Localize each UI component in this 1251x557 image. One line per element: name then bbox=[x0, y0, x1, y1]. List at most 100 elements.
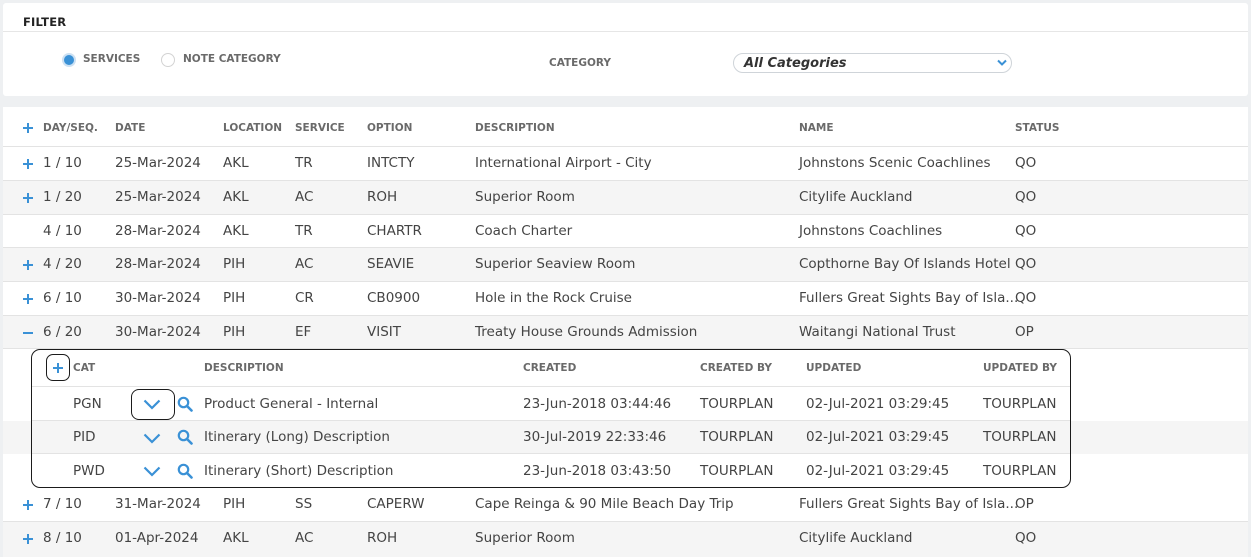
add-note-plus-icon[interactable] bbox=[53, 363, 63, 373]
note-row[interactable]: PID Itinerary (Long) Description 30-Jul-… bbox=[3, 421, 1248, 454]
row-divider bbox=[3, 214, 1248, 215]
search-icon[interactable] bbox=[177, 429, 193, 445]
header-status[interactable]: STATUS bbox=[1015, 122, 1060, 134]
notes-header-created-by[interactable]: CREATED BY bbox=[700, 362, 773, 374]
expand-row-plus-icon[interactable] bbox=[23, 193, 33, 203]
row-divider bbox=[31, 453, 1071, 454]
services-radio[interactable] bbox=[62, 53, 76, 67]
cell-service: AC bbox=[295, 530, 314, 546]
chevron-down-icon bbox=[997, 59, 1007, 66]
note-cell-cat: PID bbox=[73, 429, 96, 445]
header-service[interactable]: SERVICE bbox=[295, 122, 345, 134]
collapse-row-minus-icon[interactable] bbox=[23, 328, 33, 338]
notes-header-created[interactable]: CREATED bbox=[523, 362, 577, 374]
cell-option: ROH bbox=[367, 189, 398, 205]
note-cell-updated: 02-Jul-2021 03:29:45 bbox=[806, 429, 950, 445]
header-date[interactable]: DATE bbox=[115, 122, 146, 134]
note-cell-created-by: TOURPLAN bbox=[700, 463, 774, 479]
note-cell-description: Itinerary (Short) Description bbox=[204, 463, 394, 479]
note-cell-created: 30-Jul-2019 22:33:46 bbox=[523, 429, 667, 445]
cell-dayseq: 4 / 20 bbox=[43, 256, 82, 272]
table-row[interactable]: 4 / 10 28-Mar-2024 AKL TR CHARTR Coach C… bbox=[3, 215, 1248, 248]
note-category-radio-label[interactable]: NOTE CATEGORY bbox=[183, 53, 281, 65]
chevron-down-icon[interactable] bbox=[143, 466, 161, 477]
notes-header-cat[interactable]: CAT bbox=[73, 362, 96, 374]
add-note-highlight bbox=[46, 354, 70, 381]
cell-date: 01-Apr-2024 bbox=[115, 530, 199, 546]
table-row[interactable]: 1 / 20 25-Mar-2024 AKL AC ROH Superior R… bbox=[3, 181, 1248, 215]
row-divider bbox=[3, 521, 1248, 522]
cell-service: CR bbox=[295, 290, 314, 306]
note-cell-updated: 02-Jul-2021 03:29:45 bbox=[806, 463, 950, 479]
expand-row-plus-icon[interactable] bbox=[23, 294, 33, 304]
cell-name: Johnstons Coachlines bbox=[799, 223, 943, 239]
header-dayseq[interactable]: DAY/SEQ. bbox=[43, 122, 98, 134]
category-select[interactable]: All Categories bbox=[733, 53, 1012, 73]
expand-note-highlight bbox=[131, 389, 175, 420]
notes-header-row: CAT DESCRIPTION CREATED CREATED BY UPDAT… bbox=[3, 349, 1248, 387]
cell-description: Hole in the Rock Cruise bbox=[475, 290, 632, 306]
note-cell-cat: PWD bbox=[73, 463, 105, 479]
cell-service: EF bbox=[295, 324, 312, 340]
header-divider bbox=[3, 146, 1248, 147]
header-name[interactable]: NAME bbox=[799, 122, 834, 134]
cell-description: Treaty House Grounds Admission bbox=[475, 324, 698, 340]
cell-date: 28-Mar-2024 bbox=[115, 223, 201, 239]
table-row[interactable]: 8 / 10 01-Apr-2024 AKL AC ROH Superior R… bbox=[3, 522, 1248, 557]
notes-header-updated[interactable]: UPDATED bbox=[806, 362, 862, 374]
table-row[interactable]: 7 / 10 31-Mar-2024 PIH SS CAPERW Cape Re… bbox=[3, 488, 1248, 522]
cell-status: OP bbox=[1015, 496, 1034, 512]
expand-row-plus-icon[interactable] bbox=[23, 500, 33, 510]
note-cell-created-by: TOURPLAN bbox=[700, 396, 774, 412]
expand-row-plus-icon[interactable] bbox=[23, 159, 33, 169]
note-cell-updated-by: TOURPLAN bbox=[983, 463, 1057, 479]
cell-description: Coach Charter bbox=[475, 223, 573, 239]
row-divider bbox=[3, 281, 1248, 282]
expand-row-plus-icon[interactable] bbox=[23, 260, 33, 270]
filter-divider bbox=[3, 31, 1248, 32]
cell-date: 30-Mar-2024 bbox=[115, 290, 201, 306]
table-row-expanded[interactable]: 6 / 20 30-Mar-2024 PIH EF VISIT Treaty H… bbox=[3, 316, 1248, 349]
cell-location: AKL bbox=[223, 155, 249, 171]
note-cell-created-by: TOURPLAN bbox=[700, 429, 774, 445]
notes-header-description[interactable]: DESCRIPTION bbox=[204, 362, 284, 374]
cell-date: 25-Mar-2024 bbox=[115, 155, 201, 171]
header-location[interactable]: LOCATION bbox=[223, 122, 283, 134]
table-row[interactable]: 1 / 10 25-Mar-2024 AKL TR INTCTY Interna… bbox=[3, 147, 1248, 181]
cell-name: Johnstons Scenic Coachlines bbox=[799, 155, 991, 171]
note-cell-description: Itinerary (Long) Description bbox=[204, 429, 390, 445]
cell-location: PIH bbox=[223, 256, 246, 272]
note-cell-updated: 02-Jul-2021 03:29:45 bbox=[806, 396, 950, 412]
note-row[interactable]: PGN Product General - Internal 23-Jun-20… bbox=[3, 387, 1248, 421]
cell-option: ROH bbox=[367, 530, 398, 546]
header-option[interactable]: OPTION bbox=[367, 122, 413, 134]
chevron-down-icon[interactable] bbox=[143, 433, 161, 444]
chevron-down-icon[interactable] bbox=[143, 399, 161, 410]
filter-panel: FILTER SERVICES NOTE CATEGORY CATEGORY A… bbox=[3, 3, 1248, 96]
cell-status: QO bbox=[1015, 155, 1037, 171]
cell-description: Superior Seaview Room bbox=[475, 256, 636, 272]
cell-name: Fullers Great Sights Bay of Isla... bbox=[799, 290, 1019, 306]
search-icon[interactable] bbox=[177, 396, 193, 412]
table-row[interactable]: 4 / 20 28-Mar-2024 PIH AC SEAVIE Superio… bbox=[3, 248, 1248, 282]
cell-location: PIH bbox=[223, 496, 246, 512]
note-row[interactable]: PWD Itinerary (Short) Description 23-Jun… bbox=[3, 454, 1248, 488]
header-description[interactable]: DESCRIPTION bbox=[475, 122, 555, 134]
cell-location: AKL bbox=[223, 223, 249, 239]
expand-all-plus-icon[interactable] bbox=[23, 123, 33, 133]
table-row[interactable]: 6 / 10 30-Mar-2024 PIH CR CB0900 Hole in… bbox=[3, 282, 1248, 316]
services-radio-label[interactable]: SERVICES bbox=[83, 53, 141, 65]
search-icon[interactable] bbox=[177, 463, 193, 479]
cell-service: TR bbox=[295, 155, 313, 171]
cell-option: CHARTR bbox=[367, 223, 422, 239]
cell-location: AKL bbox=[223, 530, 249, 546]
cell-location: AKL bbox=[223, 189, 249, 205]
notes-header-updated-by[interactable]: UPDATED BY bbox=[983, 362, 1057, 374]
expand-row-plus-icon[interactable] bbox=[23, 534, 33, 544]
cell-dayseq: 6 / 10 bbox=[43, 290, 82, 306]
note-category-radio[interactable] bbox=[161, 53, 175, 67]
cell-date: 25-Mar-2024 bbox=[115, 189, 201, 205]
row-divider bbox=[3, 315, 1248, 316]
cell-status: QO bbox=[1015, 223, 1037, 239]
cell-date: 28-Mar-2024 bbox=[115, 256, 201, 272]
